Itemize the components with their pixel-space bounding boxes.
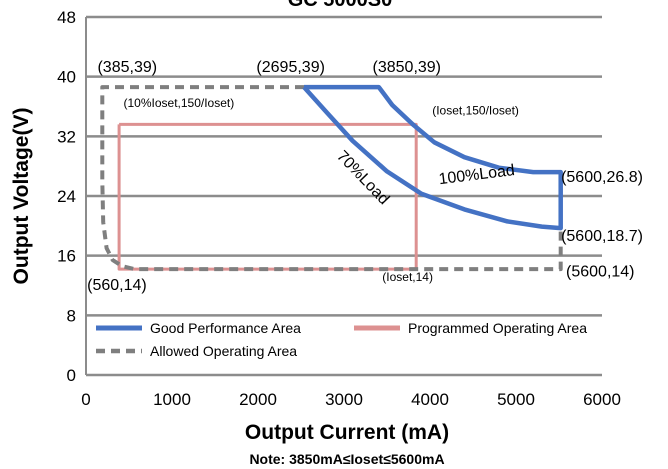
y-tick-label: 16	[57, 247, 76, 266]
legend: Good Performance Area Programmed Operatin…	[96, 320, 587, 359]
y-tick-label: 24	[57, 187, 76, 206]
annotation-label: (2695,39)	[256, 59, 325, 76]
annotation-label: (560,14)	[87, 277, 147, 294]
annotation-label: (385,39)	[97, 59, 157, 76]
legend-label: Good Performance Area	[150, 320, 301, 336]
annotation-label: (Ioset,14)	[382, 270, 433, 284]
grid	[85, 15, 602, 377]
x-tick-label: 6000	[583, 390, 621, 409]
x-tick-label: 1000	[153, 390, 191, 409]
y-tick-label: 32	[57, 127, 76, 146]
x-tick-label: 5000	[497, 390, 535, 409]
y-tick-label: 0	[67, 366, 76, 385]
series-line	[302, 84, 563, 231]
y-axis-title: Output Voltage(V)	[10, 108, 33, 285]
y-tick-label: 8	[67, 306, 76, 325]
x-tick-label: 3000	[325, 390, 363, 409]
annotation-label: (10%Ioset,150/Ioset)	[124, 96, 235, 110]
annotation-label: (5600,26.8)	[561, 169, 643, 186]
legend-label: Allowed Operating Area	[150, 343, 297, 359]
x-axis-title: Output Current (mA)	[245, 421, 449, 444]
x-tick-label: 4000	[411, 390, 449, 409]
y-tick-labels: 0 8 16 24 32 40 48	[57, 8, 76, 385]
x-tick-label: 0	[81, 390, 90, 409]
legend-label: Programmed Operating Area	[408, 320, 587, 336]
annotation-label: (5600,18.7)	[561, 228, 643, 245]
chart-title-fragment: GC 5000S0	[288, 0, 393, 11]
y-tick-label: 40	[57, 68, 76, 87]
annotation-label: (5600,14)	[566, 264, 635, 281]
annotation-label: 70%Load	[333, 148, 392, 208]
x-tick-labels: 0 1000 2000 3000 4000 5000 6000	[81, 390, 621, 409]
note: Note: 3850mA≤Ioset≤5600mA	[249, 451, 444, 467]
annotation-label: (Ioset,150/Ioset)	[432, 104, 519, 118]
annotation-label: 100%Load	[438, 162, 516, 188]
series-layer	[100, 84, 563, 272]
x-tick-label: 2000	[239, 390, 277, 409]
series-line	[100, 85, 563, 272]
y-tick-label: 48	[57, 8, 76, 27]
annotation-label: (3850,39)	[373, 59, 442, 76]
